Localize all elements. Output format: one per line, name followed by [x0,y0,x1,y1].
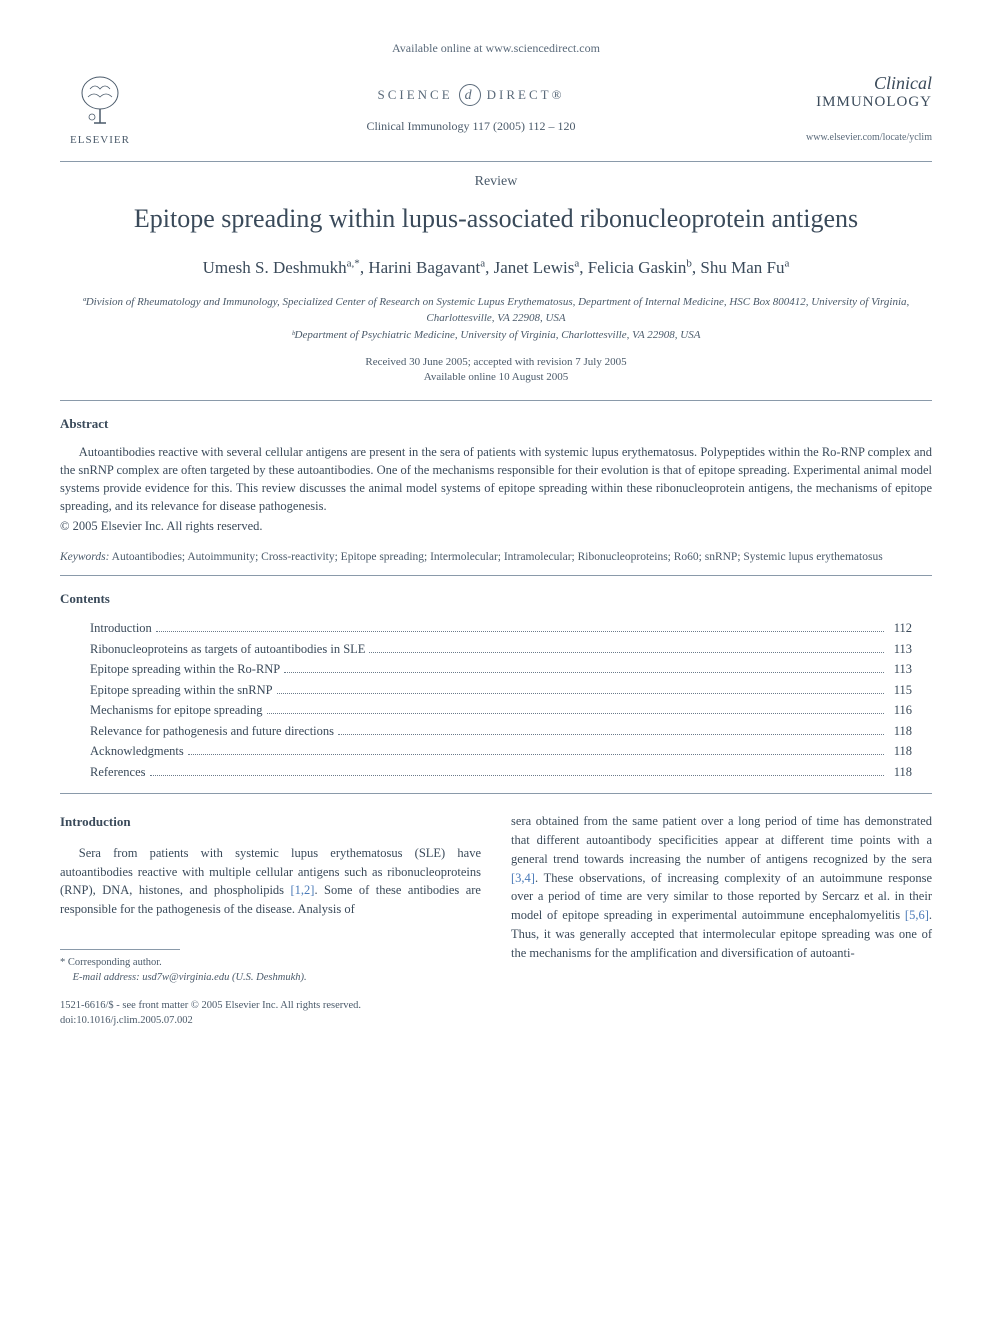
available-online: Available online at www.sciencedirect.co… [60,40,932,57]
toc-title[interactable]: Acknowledgments [90,743,184,761]
author-2: , Harini Bagavant [360,258,480,277]
header-row: ELSEVIER SCIENCE d DIRECT® Clinical Immu… [60,65,932,155]
toc-row: Mechanisms for epitope spreading 116 [90,702,912,720]
corresponding-author: * Corresponding author. [60,956,481,971]
elsevier-text: ELSEVIER [70,133,130,148]
toc-row: Ribonucleoproteins as targets of autoant… [90,641,912,659]
author-5: , Shu Man Fu [692,258,785,277]
author-4: , Felicia Gaskin [579,258,686,277]
abstract-heading: Abstract [60,415,932,433]
keywords-label: Keywords: [60,551,109,563]
toc-dots [338,734,884,735]
toc-page: 118 [888,723,912,741]
author-1: Umesh S. Deshmukh [203,258,347,277]
keywords-bottom-rule [60,575,932,576]
sd-left: SCIENCE [378,86,453,104]
email-footnote: E-mail address: usd7w@virginia.edu (U.S.… [60,971,481,986]
footer-doi: doi:10.1016/j.clim.2005.07.002 [60,1014,481,1029]
article-dates: Received 30 June 2005; accepted with rev… [60,355,932,386]
header-rule [60,161,932,162]
email-label: E-mail address: [73,972,140,983]
keywords: Keywords: Autoantibodies; Autoimmunity; … [60,549,932,565]
abstract-top-rule [60,400,932,401]
keywords-text: Autoantibodies; Autoimmunity; Cross-reac… [109,551,882,563]
column-left: Introduction Sera from patients with sys… [60,812,481,1028]
sd-globe-icon: d [459,84,481,106]
toc-dots [188,754,884,755]
article-title: Epitope spreading within lupus-associate… [60,201,932,237]
toc-page: 113 [888,641,912,659]
footer-info: 1521-6616/$ - see front matter © 2005 El… [60,999,481,1028]
journal-logo: Clinical IMMUNOLOGY www.elsevier.com/loc… [802,74,932,145]
column-right: sera obtained from the same patient over… [511,812,932,1028]
available-date: Available online 10 August 2005 [60,370,932,385]
toc-dots [156,631,884,632]
toc-page: 116 [888,702,912,720]
footer-line-1: 1521-6616/$ - see front matter © 2005 El… [60,999,481,1014]
intro-paragraph: Sera from patients with systemic lupus e… [60,844,481,919]
toc-dots [369,652,883,653]
abstract-text: Autoantibodies reactive with several cel… [60,443,932,516]
toc-title[interactable]: Epitope spreading within the Ro-RNP [90,661,280,679]
citation-5-6[interactable]: [5,6] [905,908,929,922]
toc-row: References 118 [90,764,912,782]
toc-title[interactable]: Ribonucleoproteins as targets of autoant… [90,641,365,659]
toc-title[interactable]: Introduction [90,620,152,638]
toc-page: 112 [888,620,912,638]
article-type: Review [60,172,932,192]
intro-paragraph-cont: sera obtained from the same patient over… [511,812,932,962]
contents-bottom-rule [60,793,932,794]
toc-dots [277,693,884,694]
toc-page: 118 [888,764,912,782]
toc-dots [284,672,883,673]
toc-page: 113 [888,661,912,679]
email-address[interactable]: usd7w@virginia.edu (U.S. Deshmukh). [140,972,307,983]
journal-name-bottom: IMMUNOLOGY [802,92,932,113]
toc-row: Introduction 112 [90,620,912,638]
affiliations: ªDivision of Rheumatology and Immunology… [60,294,932,344]
toc-dots [150,775,884,776]
table-of-contents: Introduction 112 Ribonucleoproteins as ta… [90,620,912,781]
citation-3-4[interactable]: [3,4] [511,871,535,885]
citation-1-2[interactable]: [1,2] [290,883,314,897]
header-center: SCIENCE d DIRECT® Clinical Immunology 11… [140,84,802,135]
elsevier-tree-icon [70,71,130,131]
toc-row: Acknowledgments 118 [90,743,912,761]
received-date: Received 30 June 2005; accepted with rev… [60,355,932,370]
body-columns: Introduction Sera from patients with sys… [60,812,932,1028]
elsevier-logo: ELSEVIER [60,65,140,155]
authors: Umesh S. Deshmukha,*, Harini Bagavanta, … [60,256,932,280]
contents-heading: Contents [60,590,932,608]
toc-dots [267,713,884,714]
abstract-copyright: © 2005 Elsevier Inc. All rights reserved… [60,518,932,536]
journal-reference: Clinical Immunology 117 (2005) 112 – 120 [140,118,802,135]
footnote-rule [60,949,180,950]
intro-text-2a: sera obtained from the same patient over… [511,814,932,866]
author-5-sup: a [784,257,789,269]
toc-row: Epitope spreading within the Ro-RNP 113 [90,661,912,679]
toc-page: 115 [888,682,912,700]
toc-page: 118 [888,743,912,761]
journal-url: www.elsevier.com/locate/yclim [802,131,932,145]
author-1-sup: a,* [347,257,360,269]
toc-title[interactable]: Epitope spreading within the snRNP [90,682,273,700]
toc-row: Epitope spreading within the snRNP 115 [90,682,912,700]
introduction-heading: Introduction [60,812,481,832]
toc-title[interactable]: References [90,764,146,782]
sd-right: DIRECT® [487,86,565,104]
intro-text-2b: . These observations, of increasing comp… [511,871,932,923]
journal-name-top: Clinical [802,74,932,92]
sciencedirect-logo: SCIENCE d DIRECT® [140,84,802,106]
toc-title[interactable]: Relevance for pathogenesis and future di… [90,723,334,741]
toc-title[interactable]: Mechanisms for epitope spreading [90,702,263,720]
affiliation-a: ªDivision of Rheumatology and Immunology… [60,294,932,327]
affiliation-b: ᵇDepartment of Psychiatric Medicine, Uni… [60,327,932,344]
toc-row: Relevance for pathogenesis and future di… [90,723,912,741]
author-3: , Janet Lewis [485,258,574,277]
